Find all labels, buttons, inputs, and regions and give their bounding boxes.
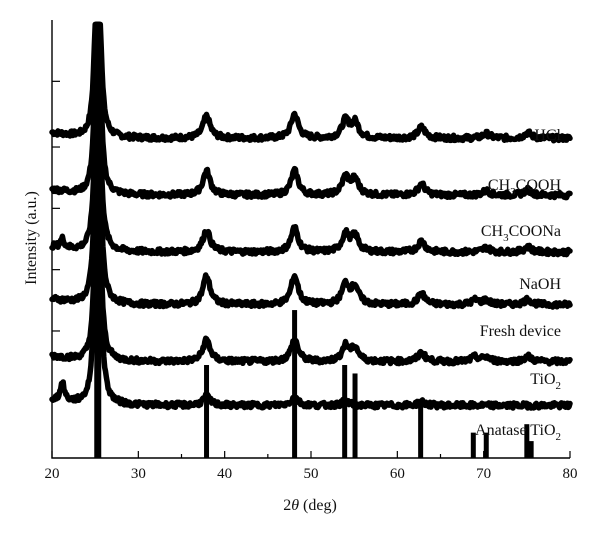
- series-label-1-part: CH: [488, 177, 511, 194]
- x-tick-label: 50: [304, 466, 319, 482]
- x-tick-label: 80: [563, 466, 578, 482]
- series-label-1: CH3COOH: [488, 177, 562, 198]
- reference-bar: [528, 441, 534, 458]
- y-axis-label: Intensity (a.u.): [23, 191, 40, 285]
- series-label-2-part: 3: [503, 232, 509, 244]
- x-axis-label-prefix: 2: [283, 497, 291, 514]
- reference-bar: [204, 365, 210, 458]
- x-tick-label: 30: [131, 466, 146, 482]
- plot-area: [49, 21, 573, 458]
- series-trace-3: [49, 21, 573, 310]
- series-trace-4: [49, 53, 573, 367]
- series-label-0: HCl: [534, 127, 561, 144]
- reference-bar: [292, 310, 298, 458]
- x-tick-label: 70: [476, 466, 491, 482]
- reference-bar: [524, 424, 530, 458]
- series-label-0-part: HCl: [534, 127, 561, 144]
- reference-bar: [470, 432, 476, 458]
- reference-bar: [342, 365, 348, 458]
- reference-bar: [483, 432, 489, 458]
- reference-bar: [94, 35, 102, 458]
- series-label-2-part: COONa: [509, 223, 561, 240]
- reference-label-part: Anatase TiO: [475, 422, 555, 439]
- series-label-4: Fresh device: [480, 323, 561, 340]
- reference-label-part: 2: [556, 431, 562, 443]
- series-label-1-part: COOH: [516, 177, 562, 194]
- x-axis-label-suffix: (deg): [299, 497, 337, 514]
- x-tick-label: 60: [390, 466, 405, 482]
- series-trace-1: [49, 21, 573, 201]
- reference-bar: [352, 373, 358, 458]
- x-tick-label: 20: [45, 466, 60, 482]
- y-axis-ticks: [52, 80, 60, 398]
- x-tick-label: 40: [217, 466, 232, 482]
- series-label-5: TiO2: [530, 371, 561, 392]
- series-label-4-part: Fresh device: [480, 323, 561, 340]
- series-trace-5: [49, 39, 573, 411]
- series-trace-2: [49, 21, 573, 258]
- series-trace-0: [49, 21, 573, 144]
- x-axis-ticks: 20 30 40 50 60 70 80: [45, 451, 578, 482]
- series-label-2-part: CH: [481, 223, 504, 240]
- series-label-1-part: 3: [510, 186, 516, 198]
- series-label-2: CH3COONa: [481, 223, 561, 244]
- reference-label: Anatase TiO2: [475, 422, 561, 443]
- reference-bar: [418, 398, 424, 458]
- series-label-5-part: 2: [556, 380, 562, 392]
- x-axis-label-symbol: θ: [291, 497, 299, 514]
- series-label-3-part: NaOH: [519, 276, 561, 293]
- series-label-3: NaOH: [519, 276, 561, 293]
- x-axis-label: 2θ (deg): [283, 497, 337, 514]
- series-label-5-part: TiO: [530, 371, 555, 388]
